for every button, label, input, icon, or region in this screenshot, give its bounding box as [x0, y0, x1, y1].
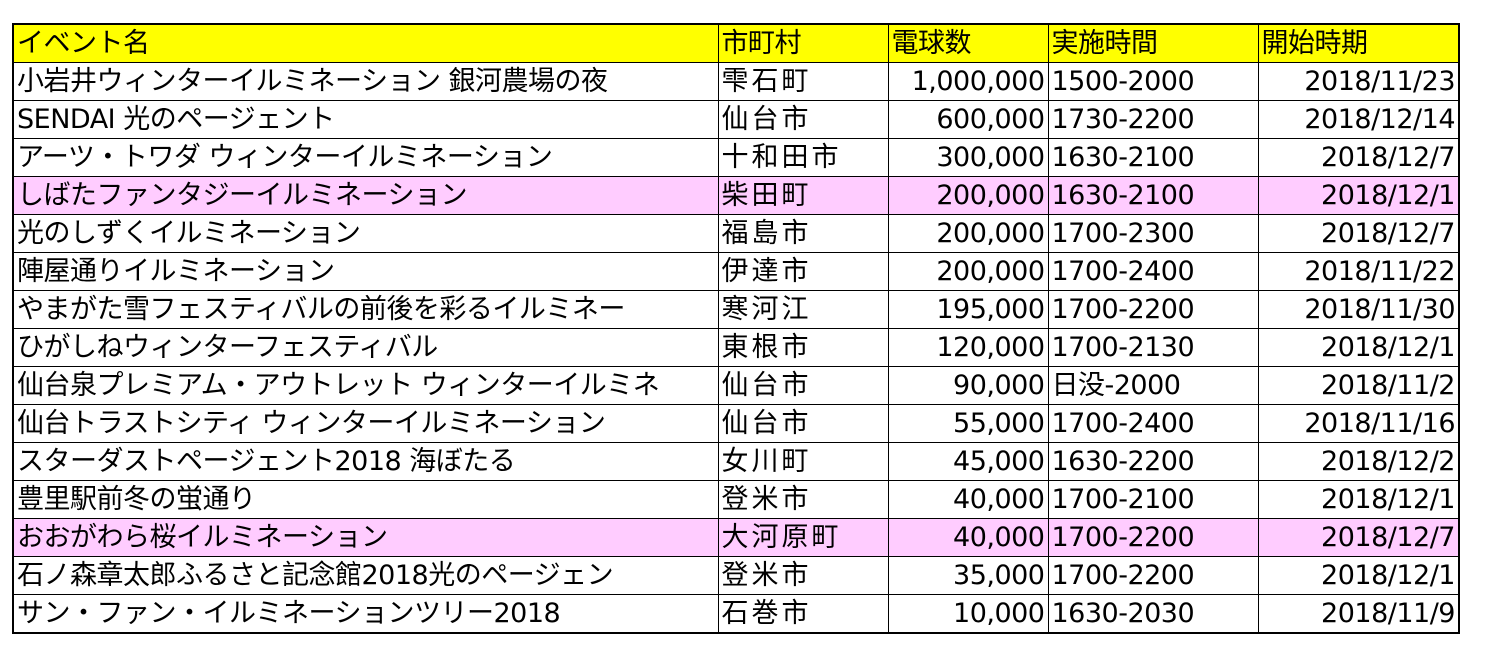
cell-event-name[interactable]: やまがた雪フェスティバルの前後を彩るイルミネー [12, 290, 719, 329]
cell-start[interactable]: 2018/12/1 [1257, 328, 1460, 367]
cell-event-name[interactable]: 陣屋通りイルミネーション [12, 252, 719, 291]
cell-city[interactable]: 十和田市 [717, 138, 889, 177]
cell-bulbs[interactable]: 35,000 [887, 556, 1049, 595]
cell-start[interactable]: 2018/11/2 [1257, 366, 1460, 405]
cell-time[interactable]: 日没-2000 [1047, 366, 1259, 405]
cell-time[interactable]: 1700-2200 [1047, 290, 1259, 329]
cell-start[interactable]: 2018/11/9 [1257, 594, 1460, 634]
header-city[interactable]: 市町村 [717, 23, 889, 63]
cell-bulbs[interactable]: 45,000 [887, 442, 1049, 481]
cell-time[interactable]: 1630-2200 [1047, 442, 1259, 481]
cell-time[interactable]: 1700-2400 [1047, 252, 1259, 291]
cell-bulbs[interactable]: 40,000 [887, 518, 1049, 557]
cell-time[interactable]: 1630-2100 [1047, 176, 1259, 215]
cell-start[interactable]: 2018/11/16 [1257, 404, 1460, 443]
cell-event-name[interactable]: おおがわら桜イルミネーション [12, 518, 719, 557]
table-row: 光のしずくイルミネーション 福島市 200,000 1700-2300 2018/12/… [12, 214, 1460, 253]
cell-time[interactable]: 1700-2200 [1047, 518, 1259, 557]
cell-bulbs[interactable]: 200,000 [887, 214, 1049, 253]
cell-bulbs[interactable]: 55,000 [887, 404, 1049, 443]
event-table: イベント名 市町村 電球数 実施時間 開始時期 小岩井ウィンターイルミネーション… [12, 23, 1460, 634]
cell-city[interactable]: 登米市 [717, 480, 889, 519]
cell-city[interactable]: 登米市 [717, 556, 889, 595]
cell-event-name[interactable]: 仙台トラストシティ ウィンターイルミネーション [12, 404, 719, 443]
cell-city[interactable]: 仙台市 [717, 366, 889, 405]
cell-event-name[interactable]: 石ノ森章太郎ふるさと記念館2018光のページェン [12, 556, 719, 595]
cell-bulbs[interactable]: 1,000,000 [887, 62, 1049, 101]
cell-event-name[interactable]: しばたファンタジーイルミネーション [12, 176, 719, 215]
cell-start[interactable]: 2018/12/7 [1257, 518, 1460, 557]
cell-start[interactable]: 2018/11/23 [1257, 62, 1460, 101]
header-row: イベント名 市町村 電球数 実施時間 開始時期 [12, 23, 1460, 63]
table-row: 小岩井ウィンターイルミネーション 銀河農場の夜 雫石町 1,000,000 1500-… [12, 62, 1460, 101]
header-time[interactable]: 実施時間 [1047, 23, 1259, 63]
cell-bulbs[interactable]: 200,000 [887, 176, 1049, 215]
cell-city[interactable]: 福島市 [717, 214, 889, 253]
table-row: 仙台トラストシティ ウィンターイルミネーション 仙台市 55,000 1700-240… [12, 404, 1460, 443]
cell-event-name[interactable]: 小岩井ウィンターイルミネーション 銀河農場の夜 [12, 62, 719, 101]
cell-time[interactable]: 1700-2200 [1047, 556, 1259, 595]
cell-event-name[interactable]: スターダストページェント2018 海ぼたる [12, 442, 719, 481]
cell-city[interactable]: 雫石町 [717, 62, 889, 101]
cell-bulbs[interactable]: 300,000 [887, 138, 1049, 177]
table-row: しばたファンタジーイルミネーション 柴田町 200,000 1630-2100 2018… [12, 176, 1460, 215]
cell-event-name[interactable]: アーツ・トワダ ウィンターイルミネーション [12, 138, 719, 177]
cell-event-name[interactable]: ひがしねウィンターフェスティバル [12, 328, 719, 367]
cell-time[interactable]: 1630-2030 [1047, 594, 1259, 634]
cell-start[interactable]: 2018/12/14 [1257, 100, 1460, 139]
cell-bulbs[interactable]: 195,000 [887, 290, 1049, 329]
cell-bulbs[interactable]: 90,000 [887, 366, 1049, 405]
cell-start[interactable]: 2018/12/1 [1257, 176, 1460, 215]
cell-time[interactable]: 1730-2200 [1047, 100, 1259, 139]
cell-start[interactable]: 2018/12/7 [1257, 138, 1460, 177]
cell-city[interactable]: 石巻市 [717, 594, 889, 634]
cell-event-name[interactable]: 仙台泉プレミアム・アウトレット ウィンターイルミネ [12, 366, 719, 405]
cell-city[interactable]: 仙台市 [717, 100, 889, 139]
cell-bulbs[interactable]: 120,000 [887, 328, 1049, 367]
cell-start[interactable]: 2018/11/30 [1257, 290, 1460, 329]
cell-start[interactable]: 2018/12/1 [1257, 556, 1460, 595]
cell-bulbs[interactable]: 10,000 [887, 594, 1049, 634]
cell-city[interactable]: 仙台市 [717, 404, 889, 443]
cell-bulbs[interactable]: 40,000 [887, 480, 1049, 519]
header-start[interactable]: 開始時期 [1257, 23, 1460, 63]
table-row: 豊里駅前冬の蛍通り 登米市 40,000 1700-2100 2018/12/1 [12, 480, 1460, 519]
cell-bulbs[interactable]: 600,000 [887, 100, 1049, 139]
table-row: サン・ファン・イルミネーションツリー2018 石巻市 10,000 1630-2030… [12, 594, 1460, 634]
cell-event-name[interactable]: サン・ファン・イルミネーションツリー2018 [12, 594, 719, 634]
cell-start[interactable]: 2018/12/7 [1257, 214, 1460, 253]
cell-time[interactable]: 1700-2100 [1047, 480, 1259, 519]
cell-city[interactable]: 東根市 [717, 328, 889, 367]
cell-city[interactable]: 女川町 [717, 442, 889, 481]
header-event-name[interactable]: イベント名 [12, 23, 719, 63]
table-row: SENDAI 光のページェント 仙台市 600,000 1730-2200 2018/1… [12, 100, 1460, 139]
table-row: やまがた雪フェスティバルの前後を彩るイルミネー 寒河江 195,000 1700-22… [12, 290, 1460, 329]
cell-start[interactable]: 2018/12/2 [1257, 442, 1460, 481]
table-row: 仙台泉プレミアム・アウトレット ウィンターイルミネ 仙台市 90,000 日没-200… [12, 366, 1460, 405]
cell-event-name[interactable]: 光のしずくイルミネーション [12, 214, 719, 253]
table-row: 陣屋通りイルミネーション 伊達市 200,000 1700-2400 2018/11/2… [12, 252, 1460, 291]
cell-start[interactable]: 2018/12/1 [1257, 480, 1460, 519]
cell-time[interactable]: 1630-2100 [1047, 138, 1259, 177]
cell-event-name[interactable]: SENDAI 光のページェント [12, 100, 719, 139]
cell-city[interactable]: 伊達市 [717, 252, 889, 291]
table-row: 石ノ森章太郎ふるさと記念館2018光のページェン 登米市 35,000 1700-22… [12, 556, 1460, 595]
cell-time[interactable]: 1500-2000 [1047, 62, 1259, 101]
table-row: アーツ・トワダ ウィンターイルミネーション 十和田市 300,000 1630-210… [12, 138, 1460, 177]
cell-event-name[interactable]: 豊里駅前冬の蛍通り [12, 480, 719, 519]
cell-time[interactable]: 1700-2400 [1047, 404, 1259, 443]
table-row: ひがしねウィンターフェスティバル 東根市 120,000 1700-2130 2018/… [12, 328, 1460, 367]
cell-time[interactable]: 1700-2300 [1047, 214, 1259, 253]
cell-city[interactable]: 寒河江 [717, 290, 889, 329]
cell-bulbs[interactable]: 200,000 [887, 252, 1049, 291]
cell-city[interactable]: 柴田町 [717, 176, 889, 215]
cell-city[interactable]: 大河原町 [717, 518, 889, 557]
table-row: おおがわら桜イルミネーション 大河原町 40,000 1700-2200 2018/12… [12, 518, 1460, 557]
header-bulbs[interactable]: 電球数 [887, 23, 1049, 63]
table-row: スターダストページェント2018 海ぼたる 女川町 45,000 1630-2200 2… [12, 442, 1460, 481]
cell-time[interactable]: 1700-2130 [1047, 328, 1259, 367]
cell-start[interactable]: 2018/11/22 [1257, 252, 1460, 291]
